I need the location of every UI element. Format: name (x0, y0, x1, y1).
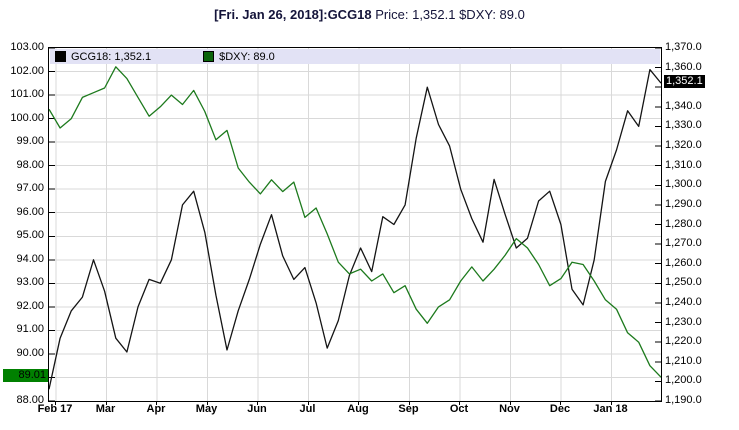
right-axis-tick-label: 1,340.0 (665, 99, 702, 112)
month-label: Mar (95, 403, 116, 415)
month-label: Aug (347, 403, 369, 415)
x-axis-tick (610, 401, 612, 405)
gridlines (49, 48, 661, 401)
month-label: Apr (146, 403, 166, 415)
left-axis-tick-label: 88.00 (16, 394, 44, 406)
right-axis-tick-label: 1,230.0 (665, 315, 702, 328)
right-axis-tick-label: 1,290.0 (665, 197, 702, 210)
month-label: Jul (299, 403, 316, 415)
x-axis-tick (257, 401, 258, 405)
left-axis-tick-label: 99.00 (16, 135, 44, 148)
left-axis-tick-label: 90.00 (16, 346, 44, 359)
month-label: May (195, 403, 218, 415)
left-axis-tick-label: 102.00 (10, 64, 44, 77)
right-axis-tick-label: 1,210.0 (665, 354, 702, 367)
month-label: Sep (398, 403, 419, 415)
dxy-swatch-icon (203, 51, 215, 62)
x-axis-tick (307, 401, 309, 405)
right-axis-tick-label: 1,250.0 (665, 276, 702, 289)
left-axis-tick-label: 103.00 (10, 41, 44, 53)
left-axis-tick-label: 96.00 (16, 205, 44, 218)
axis-ticks (49, 48, 661, 401)
legend: GCG18: 1,352.1 $DXY: 89.0 (50, 49, 660, 64)
gcg18-last-price-badge: 1,352.1 (664, 75, 705, 89)
legend-item-dxy: $DXY: 89.0 (203, 51, 275, 63)
left-axis-tick-label: 95.00 (16, 229, 44, 242)
chart-title-prices: Price: 1,352.1 $DXY: 89.0 (371, 7, 525, 22)
legend-item-gcg18: GCG18: 1,352.1 (55, 51, 151, 63)
left-axis-tick-label: 100.00 (10, 111, 44, 124)
right-axis-tick-label: 1,270.0 (665, 237, 702, 250)
month-label: Feb 17 (37, 403, 73, 415)
plot-area[interactable]: GCG18: 1,352.1 $DXY: 89.0 (48, 47, 662, 402)
series-line-dxy (49, 66, 661, 378)
right-axis-tick-label: 1,360.0 (665, 60, 702, 73)
right-axis-tick-label: 1,320.0 (665, 139, 702, 152)
month-label: Jan 18 (593, 403, 628, 415)
right-axis-tick-label: 1,220.0 (665, 335, 702, 348)
left-axis-tick-label: 91.00 (16, 323, 44, 336)
month-label: Nov (499, 403, 520, 415)
gcg18-swatch-icon (55, 51, 66, 62)
left-axis-tick-label: 92.00 (16, 299, 44, 312)
month-label: Jun (247, 403, 267, 415)
right-axis-tick-label: 1,310.0 (665, 158, 702, 171)
right-axis-tick-label: 1,190.0 (665, 394, 702, 406)
right-axis-tick-label: 1,330.0 (665, 119, 702, 132)
right-axis-tick-label: 1,260.0 (665, 256, 702, 269)
x-axis-tick (55, 401, 56, 405)
x-axis-tick (408, 401, 410, 405)
right-axis-tick-label: 1,200.0 (665, 374, 702, 387)
x-axis-tick (459, 401, 460, 405)
right-axis-tick-label: 1,240.0 (665, 295, 702, 308)
legend-label-dxy: $DXY: 89.0 (219, 50, 275, 63)
left-axis-tick-label: 97.00 (16, 182, 44, 195)
right-axis-tick-label: 1,280.0 (665, 217, 702, 230)
series-line-gcg18 (49, 68, 661, 390)
dxy-last-price-badge: 89.01 (3, 369, 48, 383)
month-label: Dec (549, 403, 571, 415)
x-axis-tick (156, 401, 157, 405)
left-axis-tick-label: 94.00 (16, 252, 44, 265)
left-axis-tick-label: 93.00 (16, 276, 44, 289)
x-axis-tick (358, 401, 359, 405)
x-axis-tick (509, 401, 511, 405)
x-axis-tick (560, 401, 561, 405)
x-axis-tick (105, 401, 107, 405)
month-label: Oct (449, 403, 469, 415)
chart-canvas[interactable] (49, 48, 661, 401)
chart-title: [Fri. Jan 26, 2018]:GCG18 Price: 1,352.1… (0, 7, 739, 22)
chart-title-date-symbol: [Fri. Jan 26, 2018]:GCG18 (214, 7, 372, 22)
x-axis-tick (206, 401, 208, 405)
right-axis-tick-label: 1,370.0 (665, 41, 702, 53)
legend-label-gcg18: GCG18: 1,352.1 (71, 50, 152, 63)
left-axis-tick-label: 98.00 (16, 158, 44, 171)
left-axis-tick-label: 101.00 (10, 88, 44, 101)
right-axis-tick-label: 1,300.0 (665, 178, 702, 191)
